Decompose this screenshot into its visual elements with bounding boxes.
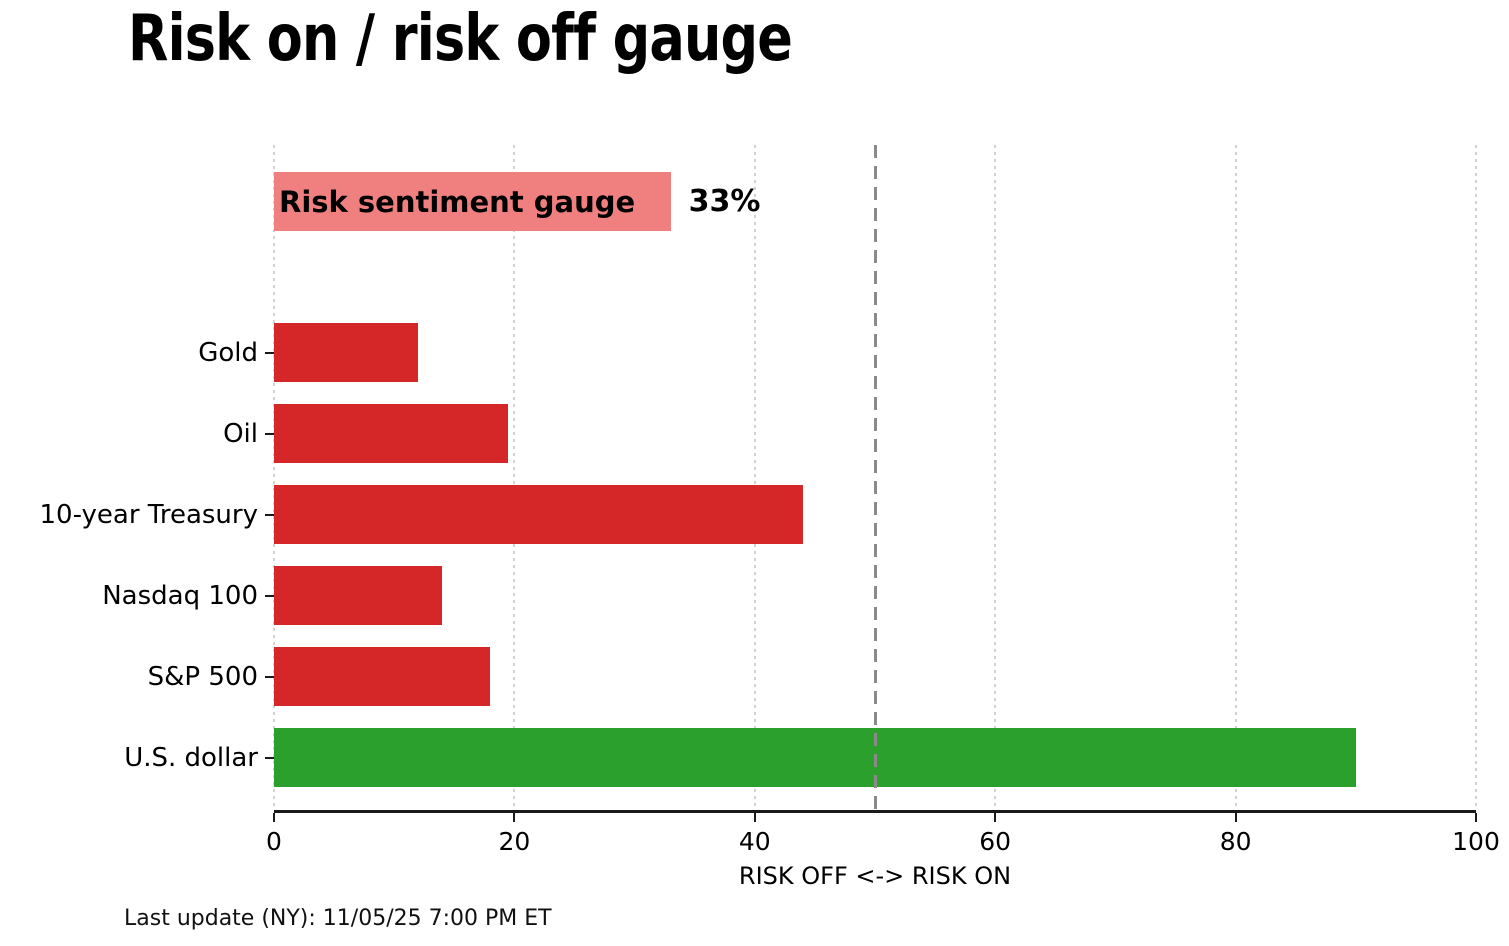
- x-tick-mark: [1234, 813, 1237, 822]
- x-tick-label: 80: [1219, 827, 1252, 856]
- y-tick-mark: [265, 351, 274, 354]
- gridline-x-0: [273, 145, 275, 810]
- chart-title: Risk on / risk off gauge: [128, 2, 793, 76]
- y-tick-label: Gold: [198, 337, 258, 368]
- x-tick-mark: [513, 813, 516, 822]
- bar-10-year-treasury: [274, 485, 803, 544]
- y-tick-mark: [265, 594, 274, 597]
- gridline-x-20: [513, 145, 516, 810]
- x-tick-label: 0: [266, 827, 282, 856]
- x-tick-label: 40: [738, 827, 771, 856]
- x-tick-label: 100: [1452, 827, 1500, 856]
- gauge-bar: Risk sentiment gauge: [274, 172, 671, 231]
- x-tick-mark: [753, 813, 756, 822]
- x-tick-mark: [1475, 813, 1477, 822]
- plot-area: 0 20 40 60 80 100 Risk sentiment gauge 33% Gold O…: [40, 145, 1500, 856]
- y-tick-mark: [265, 756, 274, 759]
- x-tick-label: 20: [498, 827, 531, 856]
- bar-nasdaq-100: [274, 566, 443, 625]
- y-tick-label: Oil: [223, 418, 258, 449]
- y-tick-mark: [265, 513, 274, 516]
- neutral-reference-line: [874, 145, 877, 810]
- y-tick-label: Nasdaq 100: [102, 580, 258, 611]
- y-tick-label: 10-year Treasury: [39, 499, 259, 530]
- bar-u-s-dollar: [274, 728, 1356, 787]
- bar-gold: [274, 323, 419, 382]
- gauge-label: Risk sentiment gauge: [279, 184, 636, 219]
- gridline-x-60: [994, 145, 997, 810]
- x-tick-mark: [273, 813, 275, 822]
- bar-s-p-500: [274, 647, 491, 706]
- x-tick-label: 60: [979, 827, 1012, 856]
- gauge-value-label: 33%: [688, 184, 761, 219]
- bar-oil: [274, 404, 509, 463]
- gridline-x-100: [1475, 145, 1477, 810]
- y-tick-label: S&P 500: [147, 661, 258, 692]
- gridline-x-80: [1234, 145, 1237, 810]
- y-tick-mark: [265, 675, 274, 678]
- x-axis-label: RISK OFF <-> RISK ON: [738, 862, 1012, 890]
- x-tick-mark: [994, 813, 997, 822]
- gridline-x-40: [753, 145, 756, 810]
- last-update-note: Last update (NY): 11/05/25 7:00 PM ET: [124, 906, 552, 931]
- y-tick-label: U.S. dollar: [124, 742, 258, 773]
- y-tick-mark: [265, 432, 274, 435]
